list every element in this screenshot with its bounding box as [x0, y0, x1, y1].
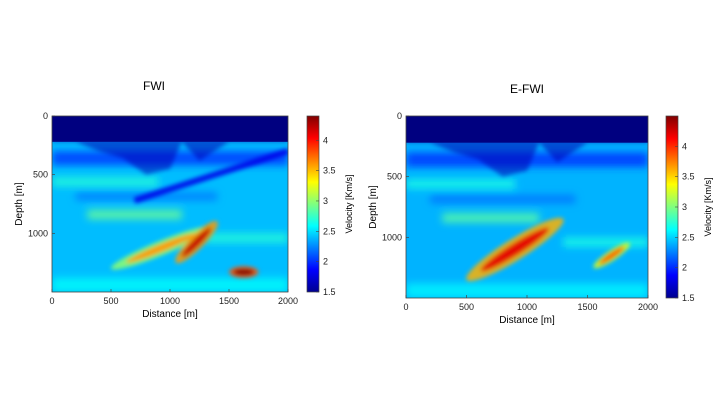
water-layer — [406, 116, 648, 143]
low-velocity-band — [133, 148, 288, 204]
velocity-map — [52, 116, 288, 292]
features — [110, 148, 288, 278]
colorbar: 1.5 2 2.5 3 3.5 4 — [306, 115, 336, 297]
high-velocity-lens-core — [181, 227, 212, 257]
colorbar-tick-label: 4 — [682, 141, 687, 151]
sediment-stripe — [430, 194, 576, 204]
sediment-stripe — [52, 277, 288, 292]
x-tick-label: 1000 — [160, 296, 180, 306]
velocity-map — [406, 116, 648, 298]
y-tick-label: 0 — [43, 111, 48, 121]
colorbar-tick-label: 3.5 — [323, 166, 336, 176]
high-velocity-body-core — [233, 268, 255, 276]
high-velocity-lens-core — [126, 233, 197, 263]
colorbar-tick-label: 1.5 — [323, 287, 336, 297]
y-axis-label: Depth [m] — [14, 182, 25, 226]
water-layer — [52, 116, 288, 142]
colorbar-label: Velocity [Km/s] — [344, 174, 354, 233]
chart-title: FWI — [143, 79, 165, 93]
high-velocity-lens-core — [480, 227, 549, 272]
x-tick-label: 0 — [403, 302, 408, 312]
y-tick-label: 500 — [33, 170, 48, 180]
x-tick-label: 1500 — [219, 296, 239, 306]
x-tick-label: 0 — [49, 296, 54, 306]
y-tick-label: 1000 — [28, 228, 48, 238]
colorbar-tick-label: 2.5 — [323, 226, 336, 236]
x-axis-label: Distance [m] — [142, 309, 198, 320]
sediment-stripe — [52, 177, 159, 187]
colorbar-label: Velocity [Km/s] — [703, 177, 713, 236]
x-tick-label: 500 — [103, 296, 118, 306]
colorbar-tick-label: 2 — [323, 257, 328, 267]
chart-title: E-FWI — [510, 82, 544, 96]
y-axis-label: Depth [m] — [368, 185, 379, 229]
fwi-panel: FWI 0 500 1000 1500 2000 0 500 1000 Distance [m… — [14, 79, 354, 320]
sediment-stripe — [205, 233, 288, 243]
colorbar-tick-label: 2 — [682, 263, 687, 273]
colorbar-tick-label: 2.5 — [682, 232, 695, 242]
x-tick-label: 1000 — [517, 302, 537, 312]
x-tick-label: 2000 — [278, 296, 298, 306]
axes: 0 500 1000 1500 2000 0 500 1000 — [28, 111, 298, 306]
x-axis-label: Distance [m] — [499, 315, 555, 326]
colorbar: 1.5 2 2.5 3 3.5 4 — [665, 115, 695, 303]
axes: 0 500 1000 1500 2000 0 500 1000 — [382, 111, 658, 312]
e-fwi-panel: E-FWI 0 500 1000 1500 2000 0 500 1000 Distance … — [368, 82, 713, 326]
colorbar-gradient — [306, 115, 320, 293]
sediment-stripe — [87, 209, 182, 220]
sediment-stripe — [406, 283, 648, 298]
x-tick-label: 1500 — [577, 302, 597, 312]
sediment-stripe — [563, 237, 648, 248]
colorbar-tick-label: 3 — [682, 202, 687, 212]
sediment-stripe — [406, 179, 515, 189]
y-tick-label: 1000 — [382, 232, 402, 242]
x-tick-label: 500 — [459, 302, 474, 312]
sediment-stripe — [442, 213, 540, 223]
x-tick-label: 2000 — [638, 302, 658, 312]
y-tick-label: 0 — [397, 111, 402, 121]
y-tick-label: 500 — [387, 172, 402, 182]
colorbar-tick-label: 3.5 — [682, 172, 695, 182]
colorbar-tick-label: 1.5 — [682, 293, 695, 303]
colorbar-tick-label: 4 — [323, 135, 328, 145]
features — [466, 217, 631, 282]
high-velocity-lens-core — [598, 246, 625, 265]
colorbar-tick-label: 3 — [323, 196, 328, 206]
